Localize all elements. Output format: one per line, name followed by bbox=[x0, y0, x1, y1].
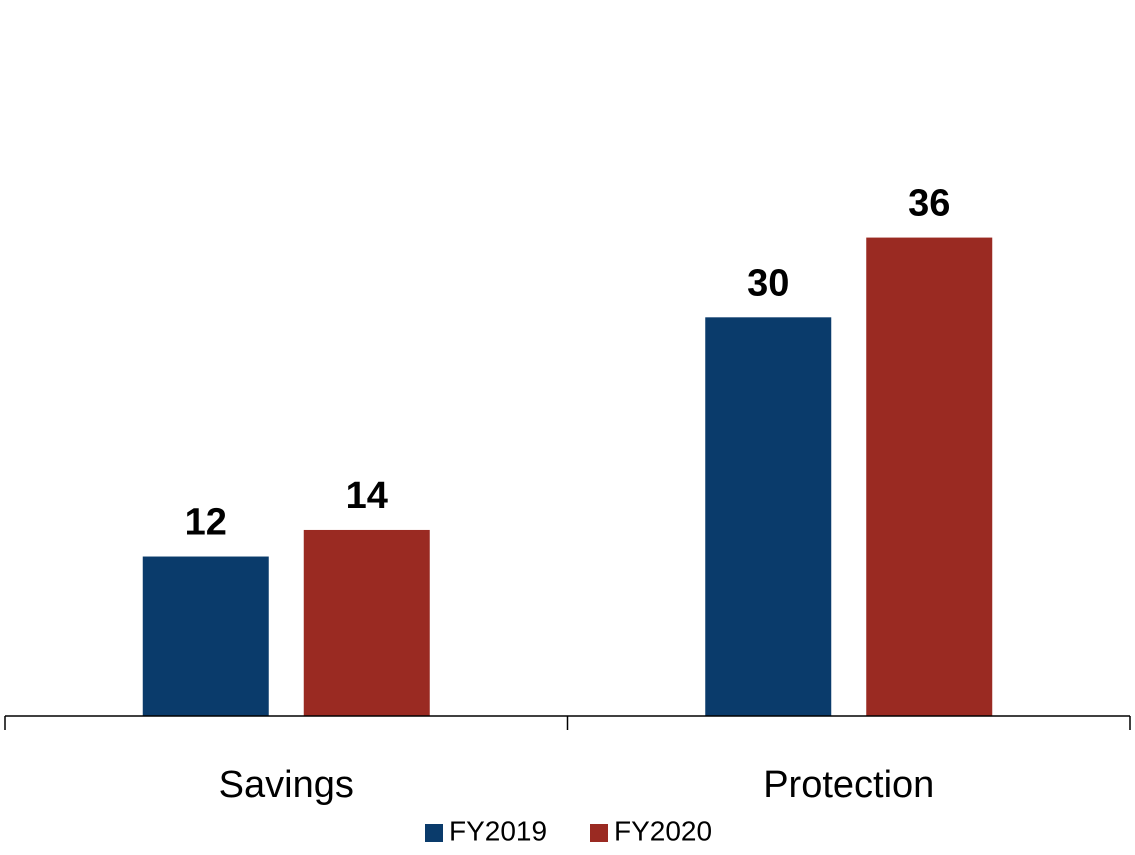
bar-protection-fy2019 bbox=[705, 317, 832, 716]
legend-label-fy2019: FY2019 bbox=[449, 815, 547, 846]
legend-swatch-fy2020 bbox=[590, 824, 608, 842]
data-label-protection-fy2020: 36 bbox=[908, 183, 950, 225]
data-label-protection-fy2019: 30 bbox=[747, 262, 789, 304]
data-label-savings-fy2020: 14 bbox=[346, 475, 388, 517]
x-tick-label-protection: Protection bbox=[763, 764, 934, 806]
bar-savings-fy2019 bbox=[142, 556, 269, 716]
legend-label-fy2020: FY2020 bbox=[614, 815, 712, 846]
data-label-savings-fy2019: 12 bbox=[185, 502, 227, 544]
bar-savings-fy2020 bbox=[303, 529, 430, 716]
bar-protection-fy2020 bbox=[866, 237, 993, 716]
legend-swatch-fy2019 bbox=[425, 824, 443, 842]
x-tick-label-savings: Savings bbox=[219, 764, 354, 806]
